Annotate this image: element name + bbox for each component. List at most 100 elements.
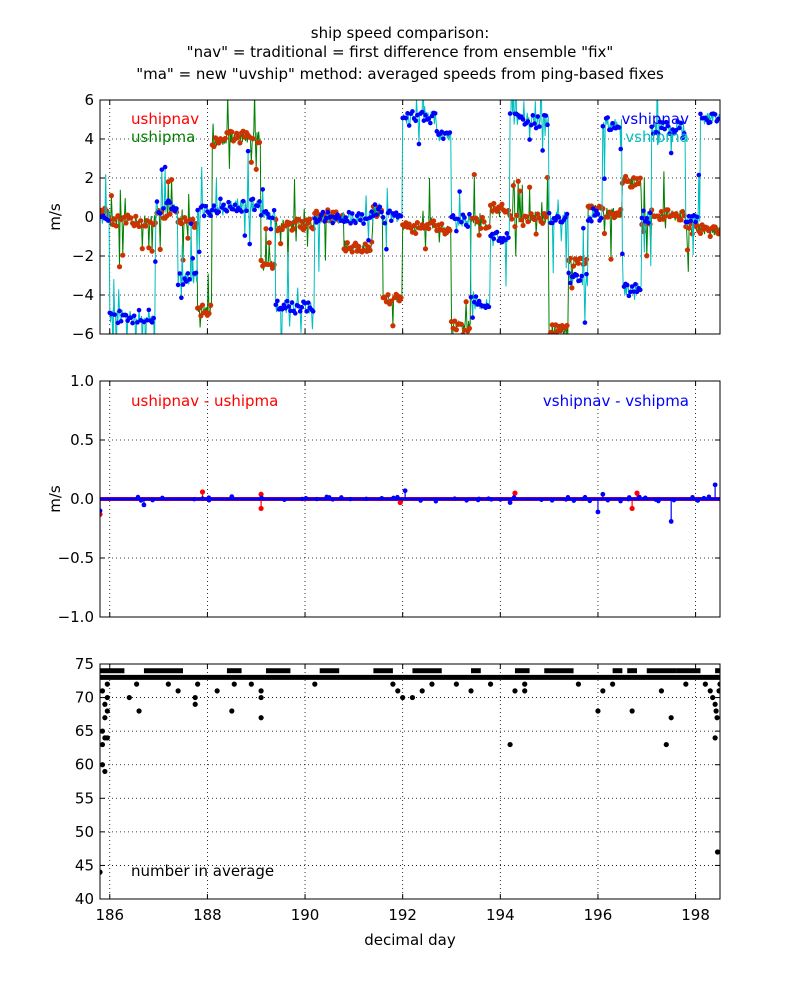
vshipnav-series-points	[100, 109, 720, 374]
ushipnav-point	[505, 207, 512, 214]
vshipnav-point	[629, 284, 635, 289]
ushipnav-point	[453, 327, 459, 333]
vshipnav-point	[406, 123, 412, 128]
ushipnav-point	[528, 211, 534, 217]
ushipnav-point	[263, 226, 269, 232]
vshipnav-point	[297, 309, 303, 314]
ushipnav-point	[190, 216, 196, 222]
vshipnav-point	[667, 131, 672, 136]
vshipnav-point	[286, 304, 292, 309]
count-point	[507, 741, 513, 748]
vshipnav-point	[616, 125, 622, 130]
count-point	[192, 694, 198, 701]
vshipnav-point	[105, 218, 111, 223]
vshipnav-point	[123, 312, 129, 318]
ushipnav-point	[463, 299, 469, 305]
vshipnav-point	[218, 196, 223, 202]
vshipnav-point	[111, 369, 116, 374]
ushipnav-point	[535, 211, 541, 217]
vshipnav-point	[707, 119, 713, 125]
count-point	[453, 681, 459, 687]
vshipnav-point	[247, 241, 253, 247]
vshipnav-point	[208, 213, 213, 219]
y-tick-label: −6	[72, 325, 94, 343]
v-difference-point	[135, 494, 141, 500]
vshipnav-point	[348, 221, 353, 226]
v-difference-point	[364, 496, 369, 501]
v-difference-points	[135, 494, 712, 504]
vshipnav-point	[305, 300, 311, 305]
x-tick-label: 196	[584, 906, 613, 924]
vshipnav-point	[681, 131, 687, 136]
y-axis-label: m/s	[46, 485, 64, 513]
vshipnav-point	[180, 282, 186, 287]
plot-area	[100, 482, 720, 524]
v-difference-point	[259, 495, 264, 500]
vshipnav-point	[506, 235, 511, 241]
y-tick-label: 2	[84, 169, 94, 187]
ushipnav-point	[575, 260, 582, 266]
vshipnav-point	[618, 146, 624, 152]
vshipnav-point	[499, 239, 505, 245]
vshipnav-point	[136, 307, 142, 313]
count-point	[712, 735, 718, 741]
ushipnav-point	[133, 213, 139, 219]
v-difference-point	[339, 495, 344, 500]
vshipnav-point	[201, 213, 207, 219]
count-point	[395, 688, 401, 694]
legend-ushipma: ushipma	[131, 128, 195, 146]
count-point	[600, 688, 606, 694]
v-difference-point	[486, 496, 491, 501]
x-tick-label: 194	[486, 906, 515, 924]
v-difference-point	[671, 498, 677, 503]
vshipnav-point	[476, 298, 482, 304]
count-point	[192, 701, 198, 707]
vshipnav-point	[216, 209, 222, 215]
vshipnav-point	[292, 311, 298, 316]
vshipnav-point	[183, 279, 189, 284]
ushipnav-point	[278, 241, 284, 247]
vshipnav-point	[574, 272, 580, 278]
vshipnav-point	[423, 112, 428, 118]
count-point	[100, 741, 106, 748]
vshipnav-point	[174, 206, 179, 211]
vshipnav-point	[153, 259, 158, 264]
ushipnav-point	[447, 227, 453, 234]
ushipnav-point	[169, 177, 175, 183]
ushipnav-point	[253, 166, 259, 172]
vshipnav-point	[310, 309, 316, 314]
y-tick-label: 0	[84, 208, 94, 226]
plot-area	[100, 89, 720, 374]
count-point	[231, 681, 237, 687]
vshipnav-point	[359, 212, 365, 217]
ushipnav-point	[616, 212, 622, 218]
count-point	[126, 694, 132, 701]
y-tick-label: −2	[72, 247, 94, 265]
vshipnav-point	[626, 293, 632, 299]
ushipnav-point	[481, 219, 487, 225]
vshipnav-point	[637, 287, 643, 293]
v-difference-point	[348, 496, 353, 502]
vshipnav-point	[260, 187, 266, 192]
ushipnav-point	[517, 188, 523, 194]
ushipnav-point	[139, 246, 145, 252]
ushipnav-point	[252, 89, 257, 94]
vshipnav-point	[304, 309, 309, 314]
ushipnav-point	[520, 222, 526, 229]
ushipnav-point	[367, 247, 373, 253]
ushipnav-point	[222, 135, 228, 142]
ushipnav-point	[414, 219, 420, 226]
ushipnav-point	[146, 245, 152, 251]
x-axis-label: decimal day	[364, 931, 456, 949]
count-point	[707, 688, 713, 694]
count-point	[702, 681, 708, 687]
vshipnav-point	[426, 116, 432, 122]
v-difference-point	[141, 502, 147, 508]
v-difference-point	[418, 498, 423, 503]
ushipnav-point	[679, 209, 686, 215]
vshipnav-point	[151, 315, 157, 321]
v-difference-point	[690, 495, 695, 500]
ushipnav-point	[611, 214, 617, 221]
ushipnav-point	[513, 212, 520, 218]
ushipnav-point	[533, 231, 539, 237]
